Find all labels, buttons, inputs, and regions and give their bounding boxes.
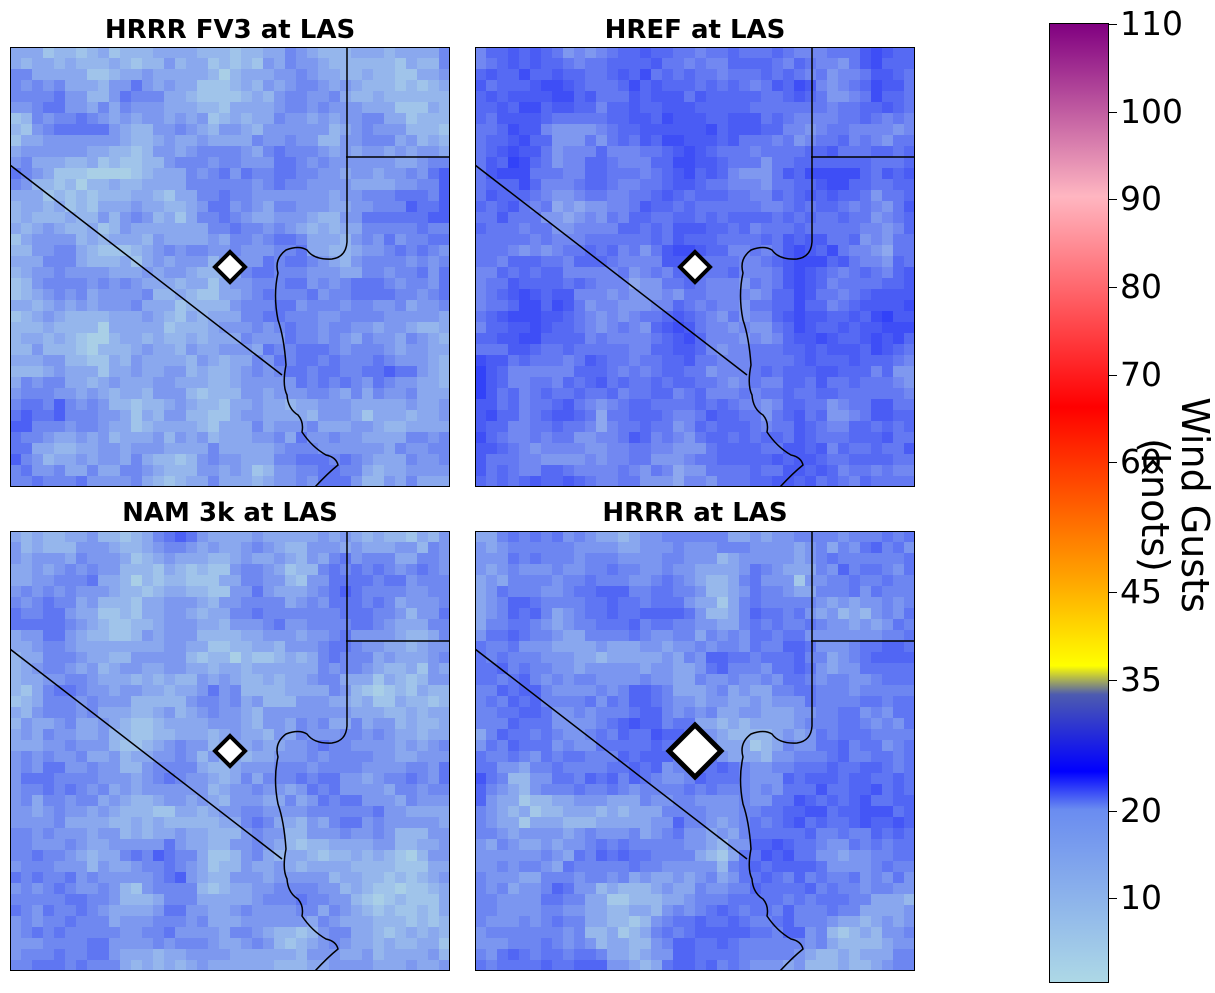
state-border-2 [739,47,813,487]
map-panel-hrrr-fv3 [10,47,450,487]
state-border-1 [475,164,748,376]
colorbar-tick-label-100: 100 [1120,92,1183,131]
las-station-diamond-icon [212,249,248,285]
colorbar-tick-70 [1109,375,1117,376]
map-frame [475,531,915,971]
colorbar-tick-label-70: 70 [1120,355,1162,394]
colorbar-tick-110 [1109,24,1117,25]
colorbar-tick-35 [1109,680,1117,681]
map-panel-nam-3k [10,531,450,971]
state-border-1 [475,648,748,860]
map-panel-hrrr [475,531,915,971]
state-border-1 [10,648,283,860]
colorbar-tick-label-35: 35 [1120,660,1162,699]
colorbar-tick-label-110: 110 [1120,4,1183,43]
colorbar-gradient [1050,24,1108,982]
map-frame [10,47,450,487]
map-panel-href [475,47,915,487]
las-station-diamond-icon [212,733,248,769]
colorbar-tick-90 [1109,199,1117,200]
las-station-diamond-icon [677,249,713,285]
colorbar-tick-80 [1109,287,1117,288]
colorbar-tick-label-20: 20 [1120,791,1162,830]
wind-gust-field [10,47,450,487]
map-canvas [10,47,450,487]
map-frame [10,531,450,971]
colorbar-tick-20 [1109,811,1117,812]
map-frame [475,47,915,487]
las-station-diamond-icon [665,721,725,781]
panel-title-hrrr-fv3: HRRR FV3 at LAS [104,15,356,45]
map-canvas [10,531,450,971]
colorbar-title: Wind Gusts (knots) [1133,397,1215,613]
colorbar [1049,23,1109,983]
colorbar-tick-label-60: 60 [1120,442,1162,481]
colorbar-tick-label-80: 80 [1120,267,1162,306]
colorbar-tick-100 [1109,112,1117,113]
colorbar-tick-label-10: 10 [1120,878,1162,917]
colorbar-tick-60 [1109,462,1117,463]
colorbar-tick-label-90: 90 [1120,179,1162,218]
wind-gust-field [10,531,450,971]
colorbar-tick-label-45: 45 [1120,572,1162,611]
colorbar-tick-10 [1109,898,1117,899]
panel-title-href: HREF at LAS [604,15,786,45]
state-border-1 [10,164,283,376]
state-border-2 [274,531,348,971]
state-border-2 [274,47,348,487]
colorbar-tick-45 [1109,592,1117,593]
state-border-2 [739,531,813,971]
wind-gust-field [475,47,915,487]
panel-title-nam-3k: NAM 3k at LAS [122,498,338,528]
map-canvas [475,531,915,971]
map-canvas [475,47,915,487]
panel-title-hrrr: HRRR at LAS [602,498,788,528]
wind-gust-field [475,531,915,971]
